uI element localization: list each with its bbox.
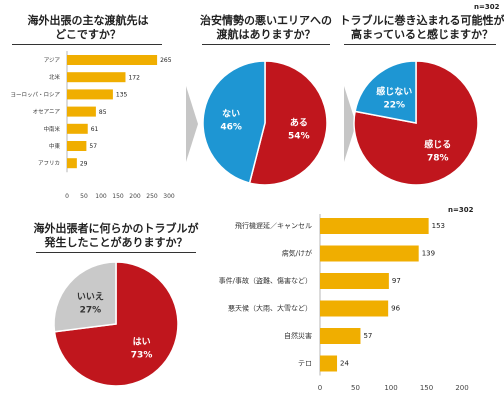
bar [67,158,77,169]
x-tick-label: 200 [129,193,141,200]
bar [67,72,126,83]
data-label: 24 [340,360,349,368]
bar [320,273,389,289]
bar [67,89,113,100]
x-tick-label: 150 [420,384,433,392]
chart4-title: 海外出張者に何らかのトラブルが 発生したことがありますか？ [33,222,199,249]
pie-slice [354,60,417,124]
x-tick-label: 100 [95,193,107,200]
slice-value-label: 73% [131,351,153,361]
category-label: オセアニア [33,109,61,116]
category-label: ヨーロッパ・ロシア [10,91,60,98]
slice-value-label: 46% [220,123,242,133]
pie-slice [53,261,117,333]
bar [320,355,338,372]
chart1-title-underline [12,44,162,45]
bar [67,141,87,151]
sample-size-label-top: n=302 [474,3,500,11]
slice-label: いいえ [77,291,104,302]
x-tick-label: 250 [146,193,158,200]
category-label: 中南米 [43,125,60,133]
bar [320,218,429,234]
bar [67,106,96,117]
x-tick-label: 300 [163,193,175,200]
data-label: 153 [432,222,445,230]
category-label: 飛行機遅延／キャンセル [235,221,312,230]
x-tick-label: 100 [384,384,397,392]
arrow-right-icon [186,86,198,162]
x-tick-label: 0 [65,193,69,200]
data-label: 85 [99,109,107,116]
bar [67,55,158,65]
chart4-title-underline [36,252,196,253]
bar [67,123,88,134]
x-tick-label: 150 [112,193,124,200]
bar [320,328,361,344]
slice-label: ある [290,117,308,128]
chart3-title-underline [344,44,496,45]
data-label: 61 [91,126,99,133]
slice-label: ない [222,109,240,120]
slice-label: 感じない [376,86,412,98]
category-label: アジア [44,57,61,64]
data-label: 96 [391,305,400,313]
x-tick-label: 50 [80,193,88,200]
bar [320,300,389,317]
chart2-title-underline [202,44,330,45]
data-label: 97 [392,277,401,285]
data-label: 29 [80,160,88,167]
data-label: 139 [422,250,435,258]
pie-slice [248,60,328,186]
category-label: 事件/事故（盗難、傷害など） [219,276,312,285]
slice-label: 感じる [424,138,451,150]
slice-value-label: 54% [288,131,310,141]
slice-value-label: 27% [80,305,102,315]
sample-size-label-bottom: n=302 [448,206,474,214]
category-label: 病気/けが [282,249,312,258]
slice-value-label: 22% [383,101,405,111]
data-label: 57 [89,143,97,150]
data-label: 265 [160,57,172,64]
chart1-title: 海外出張の主な渡航先は どこですか？ [27,14,149,41]
x-tick-label: 0 [318,384,322,392]
bar [320,245,419,262]
category-label: テロ [298,360,312,368]
pie-slice [202,60,266,184]
x-tick-label: 50 [351,384,360,392]
category-label: アフリカ [38,160,60,167]
arrow-right-icon [344,86,356,162]
x-tick-label: 200 [455,384,468,392]
data-label: 172 [128,74,140,81]
data-label: 57 [363,332,372,340]
chart2-title: 治安情勢の悪いエリアへの 渡航はありますか？ [200,14,332,41]
chart3-title: トラブルに巻き込まれる可能性が 高まっていると感じますか？ [339,14,504,41]
slice-label: はい [133,337,151,348]
category-label: 北米 [49,73,61,81]
category-label: 悪天候（大雨、大雪など） [228,304,312,313]
category-label: 中東 [49,142,61,150]
slice-value-label: 78% [427,153,449,163]
category-label: 自然災害 [284,331,312,340]
data-label: 135 [116,92,128,99]
